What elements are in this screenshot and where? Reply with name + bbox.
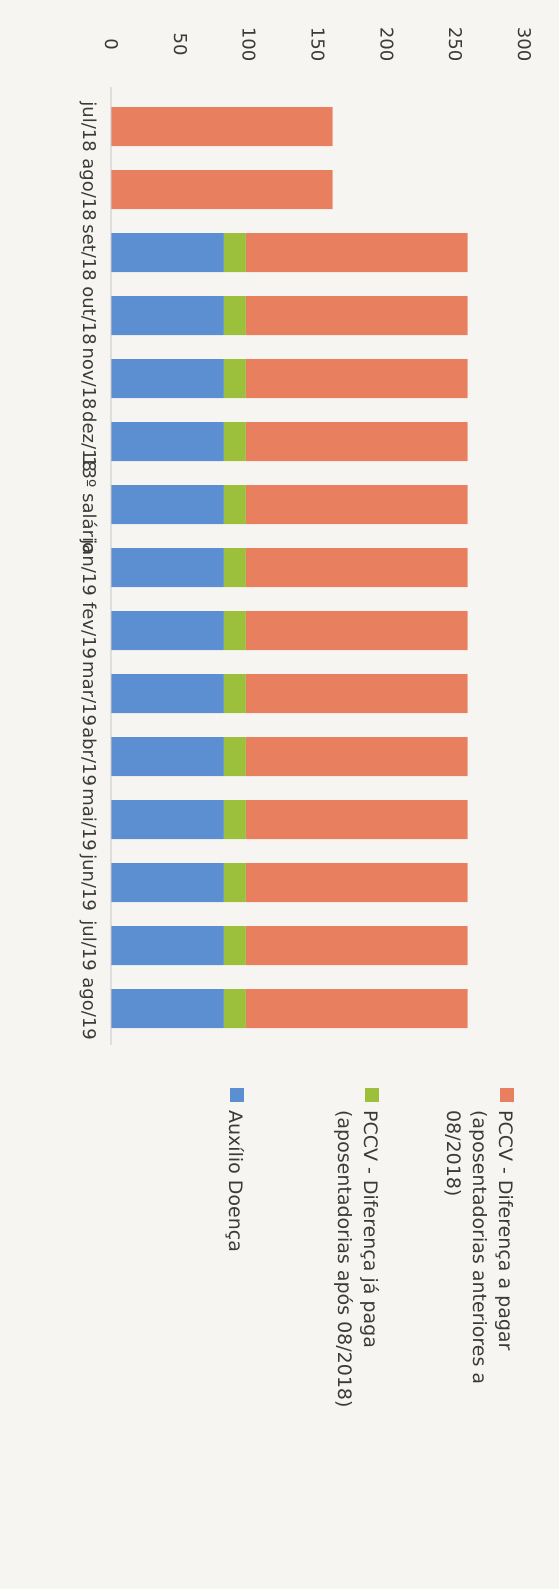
- legend-label: PCCV - Diferença já paga: [359, 1110, 381, 1348]
- bar-segment-1-5: [223, 422, 246, 462]
- y-tick-label: 250: [444, 27, 465, 61]
- y-tick-labels: 0 50 100 150 200 250 300: [100, 27, 534, 61]
- bar-segment-0-10: [110, 737, 224, 777]
- category-label: fev/19: [78, 602, 99, 659]
- y-tick-label: 300: [513, 27, 534, 61]
- bar-segment-2-6: [245, 485, 468, 525]
- legend: PCCV - Diferença a pagar(aposentadorias …: [224, 1088, 516, 1407]
- category-label: jun/19: [78, 853, 99, 911]
- rotated-chart-frame: jul/18 ago/18 set/18 out/18 nov/18dez/1813º …: [78, 27, 534, 1408]
- bar-segment-1-10: [223, 737, 246, 777]
- category-label: mar/19: [78, 661, 99, 726]
- bar-segment-2-14: [245, 989, 468, 1029]
- bar-segment-2-11: [245, 800, 468, 840]
- category-label: jul/18: [78, 100, 99, 151]
- category-label: abr/19: [78, 727, 99, 786]
- legend-label: PCCV - Diferença a pagar: [494, 1110, 516, 1351]
- bar-segment-0-13: [110, 926, 224, 966]
- category-label: nov/18: [78, 347, 99, 409]
- bar-segment-0-8: [110, 611, 224, 651]
- bar-segment-1-8: [223, 611, 246, 651]
- bar-segment-0-3: [110, 296, 224, 336]
- bar-segment-1-14: [223, 989, 246, 1029]
- bar-segment-0-4: [110, 359, 224, 399]
- bar-segment-1-11: [223, 800, 246, 840]
- bar-segment-1-13: [223, 926, 246, 966]
- bar-segment-1-2: [223, 233, 246, 273]
- bar-segment-0-14: [110, 989, 224, 1029]
- category-label: set/18: [78, 224, 99, 280]
- category-label: mai/19: [78, 788, 99, 851]
- y-tick-label: 50: [169, 33, 190, 56]
- legend-label: (aposentadorias após 08/2018): [333, 1110, 355, 1407]
- bar-segment-0-5: [110, 422, 224, 462]
- bar-segment-2-10: [245, 737, 468, 777]
- bar-segment-1-12: [223, 863, 246, 903]
- bar-segment-2-8: [245, 611, 468, 651]
- bar-segment-2-3: [245, 296, 468, 336]
- bar-segment-1-6: [223, 485, 246, 525]
- legend-label: Auxílio Doença: [224, 1110, 246, 1252]
- bar-segment-0-9: [110, 674, 224, 714]
- bar-segment-2-0: [111, 107, 333, 147]
- bar-segment-2-2: [245, 233, 468, 273]
- legend-label: (aposentadorias anteriores a: [468, 1110, 490, 1384]
- category-label: 13º salário: [78, 456, 99, 553]
- bar-segment-1-3: [223, 296, 246, 336]
- bar-segment-0-7: [110, 548, 224, 588]
- category-label: ago/19: [78, 977, 99, 1039]
- bar-segment-2-5: [245, 422, 468, 462]
- bar-segment-1-9: [223, 674, 246, 714]
- y-tick-label: 100: [238, 27, 259, 61]
- bar-segment-2-12: [245, 863, 468, 903]
- category-label: ago/18: [78, 158, 99, 220]
- legend-swatch: [230, 1088, 244, 1102]
- bar-segment-0-2: [110, 233, 224, 273]
- legend-label: 08/2018): [442, 1110, 464, 1196]
- bar-segment-2-1: [111, 170, 333, 210]
- y-tick-label: 200: [375, 27, 396, 61]
- bar-segment-2-4: [245, 359, 468, 399]
- bar-segment-0-6: [110, 485, 224, 525]
- bar-segment-1-4: [223, 359, 246, 399]
- bar-segment-0-12: [110, 863, 224, 903]
- category-labels: jul/18 ago/18 set/18 out/18 nov/18dez/1813º …: [78, 100, 99, 1039]
- bar-segment-2-13: [245, 926, 468, 966]
- legend-swatch: [500, 1088, 514, 1102]
- category-label: dez/18: [78, 411, 99, 472]
- bar-segment-0-11: [110, 800, 224, 840]
- legend-swatch: [365, 1088, 379, 1102]
- y-tick-label: 150: [307, 27, 328, 61]
- y-tick-label: 0: [100, 38, 121, 49]
- bar-segment-2-9: [245, 674, 468, 714]
- bar-segment-2-7: [245, 548, 468, 588]
- bars-layer: [110, 107, 468, 1029]
- category-label: jan/19: [78, 538, 99, 595]
- category-label: out/18: [78, 286, 99, 344]
- category-label: jul/19: [78, 919, 99, 970]
- bar-segment-1-7: [223, 548, 246, 588]
